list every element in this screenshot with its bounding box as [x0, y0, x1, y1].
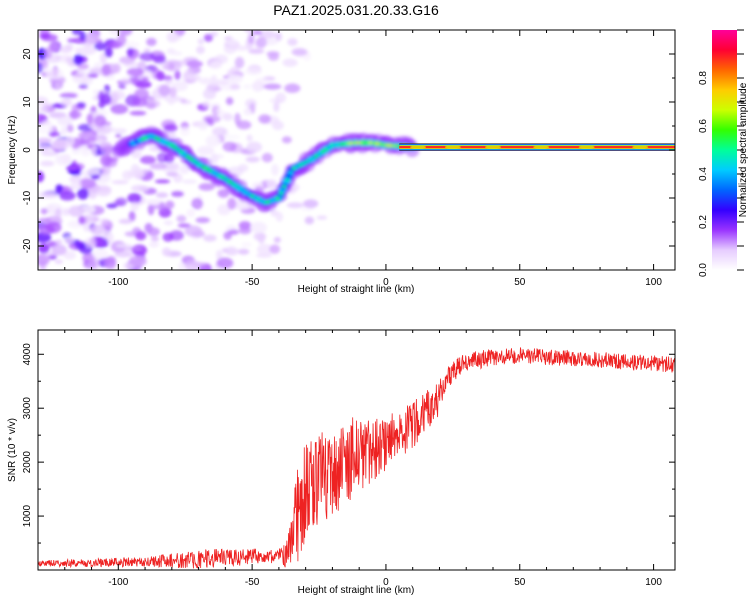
snr-frame: [37, 329, 676, 571]
spectrogram-heatmap: [38, 30, 675, 270]
spectrogram-x-tick-label: 50: [514, 277, 526, 288]
spectrogram-y-tick-label: -10: [22, 190, 33, 205]
colorbar-tick-label: 0.2: [698, 215, 709, 229]
colorbar-tick-label: 0.4: [698, 167, 709, 181]
colorbar-label: Normalized spectral amplitude: [738, 82, 749, 217]
spectrogram-y-tick-label: -20: [22, 238, 33, 253]
spectrogram-x-tick-label: 100: [645, 277, 662, 288]
colorbar-ticks: 0.0 0.2 0.4 0.6 0.8: [698, 29, 744, 277]
snr-x-tick-label: 100: [645, 577, 662, 588]
snr-y-tick-label: 2000: [22, 451, 33, 474]
snr-panel: -100 -50 0 50 100 1000 2000 3000 4000 Height of …: [7, 329, 676, 596]
snr-x-tick-label: -100: [108, 577, 128, 588]
spectrogram-y-tick-label: 0: [22, 147, 33, 153]
snr-x-axis-label: Height of straight line (km): [298, 585, 415, 596]
snr-y-tick-label: 3000: [22, 397, 33, 420]
spectrogram-x-tick-label: 0: [383, 277, 389, 288]
colorbar-tick-label: 0.6: [698, 119, 709, 133]
snr-x-tick-label: 50: [514, 577, 526, 588]
spectrogram-y-tick-label: 10: [22, 96, 33, 108]
colorbar-tick-label: 0.0: [698, 263, 709, 277]
spectrogram-y-tick-label: 20: [22, 48, 33, 60]
colorbar-tick-label: 0.8: [698, 71, 709, 85]
figure-title: PAZ1.2025.031.20.33.G16: [273, 2, 439, 18]
snr-y-axis-label: SNR (10 * v/v): [7, 418, 18, 482]
snr-y-tick-label: 4000: [22, 343, 33, 366]
spectrogram-x-tick-label: -50: [245, 277, 260, 288]
spectrogram-x-tick-label: -100: [108, 277, 128, 288]
snr-series-line: [38, 347, 675, 569]
snr-x-tick-label: 0: [383, 577, 389, 588]
snr-y-tick-label: 1000: [22, 505, 33, 528]
colorbar-gradient: [712, 30, 737, 270]
spectrogram-y-axis-label: Frequency (Hz): [7, 116, 18, 185]
snr-axes: -100 -50 0 50 100 1000 2000 3000 4000: [22, 330, 675, 588]
snr-x-tick-label: -50: [245, 577, 260, 588]
spectrogram-x-axis-label: Height of straight line (km): [298, 284, 415, 295]
colorbar: 0.0 0.2 0.4 0.6 0.8 Normalized spectral ampl…: [698, 29, 749, 277]
